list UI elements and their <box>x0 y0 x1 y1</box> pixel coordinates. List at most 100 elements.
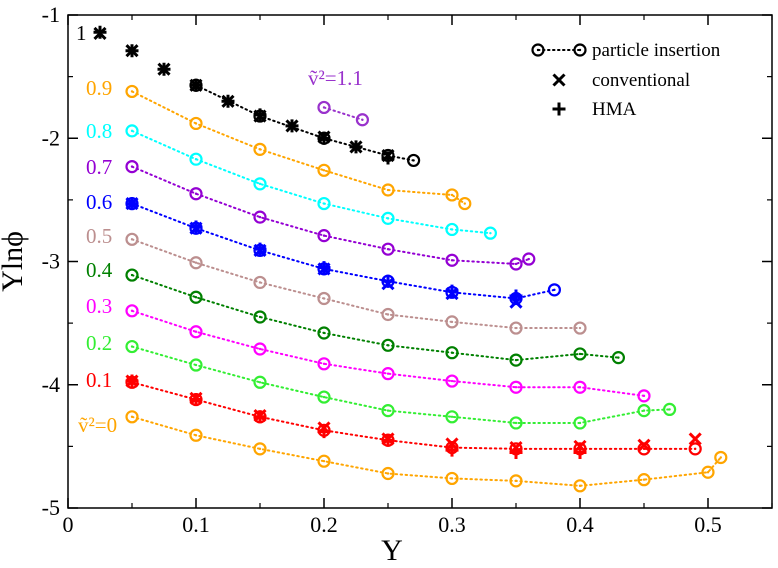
insertion-point <box>509 416 523 430</box>
insertion-point <box>317 291 331 306</box>
insertion-point <box>381 242 395 256</box>
hma-point <box>573 446 587 460</box>
series-line <box>131 381 697 450</box>
x-axis-title: Y <box>381 534 403 567</box>
hma-point <box>349 140 363 154</box>
series-line <box>131 202 556 300</box>
series-line <box>195 84 415 162</box>
series: 0.4 <box>86 258 626 367</box>
insertion-point <box>189 428 203 442</box>
series: ṽ²=0 <box>78 410 728 493</box>
insertion-point <box>573 347 587 361</box>
hma-point <box>221 94 235 108</box>
series-line <box>131 345 671 424</box>
insertion-point <box>445 253 459 267</box>
insertion-point <box>355 113 369 127</box>
series-label: 0.3 <box>86 294 112 318</box>
legend-entry-hma: HMA <box>552 99 637 120</box>
insertion-point <box>189 116 203 131</box>
insertion-point <box>445 315 459 329</box>
hma-point <box>189 393 203 407</box>
insertion-point <box>125 339 139 354</box>
hma-point <box>509 289 523 303</box>
series-label: 0.1 <box>86 368 112 392</box>
insertion-point <box>125 410 139 424</box>
y-tick-label: -1 <box>42 2 60 27</box>
series-label: ṽ²=1.1 <box>308 66 363 90</box>
series: ṽ²=1.1 <box>308 66 369 127</box>
insertion-point <box>253 177 267 191</box>
insertion-point <box>573 380 587 394</box>
insertion-point <box>317 229 331 243</box>
series: 0.5 <box>86 224 587 335</box>
insertion-point <box>381 307 395 322</box>
insertion-point <box>253 375 267 389</box>
insertion-point <box>445 471 459 486</box>
insertion-point <box>125 159 139 174</box>
insertion-point <box>407 153 421 168</box>
insertion-point <box>509 257 523 271</box>
insertion-point <box>445 346 459 360</box>
y-tick-label: -3 <box>42 249 60 274</box>
x-tick-label: 0.1 <box>182 512 210 537</box>
insertion-point <box>573 321 587 335</box>
hma-point <box>445 284 459 298</box>
insertion-point <box>125 124 139 138</box>
legend: particle insertion conventional HMA <box>531 40 721 120</box>
series: 0.7 <box>86 155 536 271</box>
series-line <box>131 165 530 265</box>
insertion-point <box>714 450 728 465</box>
insertion-point <box>253 342 267 356</box>
insertion-point <box>547 283 562 297</box>
series-line <box>131 90 466 205</box>
series-line <box>131 129 492 235</box>
insertion-point <box>573 43 587 57</box>
hma-point <box>317 131 331 145</box>
series: 0.1 <box>86 368 702 460</box>
conventional-point <box>688 432 702 446</box>
insertion-point <box>253 275 267 290</box>
insertion-point <box>253 310 267 324</box>
insertion-point <box>573 479 587 493</box>
series-label: 0.9 <box>86 76 112 100</box>
y-tick-label: -2 <box>42 125 60 150</box>
insertion-point <box>317 196 331 211</box>
conventional-point <box>552 73 566 87</box>
insertion-point <box>445 374 459 388</box>
legend-entry-insertion: particle insertion <box>531 40 721 61</box>
y-tick-label: -5 <box>42 495 60 520</box>
insertion-point <box>445 410 459 424</box>
insertion-point <box>189 325 203 339</box>
series: 0.3 <box>86 294 651 403</box>
series-line <box>131 238 581 330</box>
conventional-point <box>637 438 651 452</box>
legend-label: conventional <box>592 70 690 91</box>
insertion-point <box>125 84 139 99</box>
legend-label: particle insertion <box>592 40 721 61</box>
hma-point <box>157 62 171 76</box>
insertion-point <box>381 183 395 197</box>
insertion-point <box>509 380 523 394</box>
insertion-point <box>317 326 331 340</box>
insertion-point <box>637 404 651 418</box>
series: 0.8 <box>86 119 497 240</box>
series-label: 1 <box>76 21 87 45</box>
y-tick-label: -4 <box>42 372 60 397</box>
hma-point <box>381 433 395 447</box>
insertion-point <box>317 454 331 468</box>
insertion-point <box>573 416 587 430</box>
insertion-point <box>253 442 267 456</box>
series-line <box>131 274 620 362</box>
hma-point <box>381 151 395 165</box>
hma-point <box>125 197 139 211</box>
legend-label: HMA <box>592 99 637 120</box>
tick-labels: 0 0.1 0.2 0.3 0.4 0.5 -1 -2 -3 -4 -5 Y Ylnϕ <box>0 2 722 567</box>
hma-point <box>125 44 139 58</box>
series-line <box>131 309 645 397</box>
axes <box>67 14 773 509</box>
insertion-point <box>509 353 523 367</box>
insertion-point <box>317 357 331 371</box>
series: 0.9 <box>86 76 472 211</box>
x-tick-label: 0.2 <box>310 512 338 537</box>
